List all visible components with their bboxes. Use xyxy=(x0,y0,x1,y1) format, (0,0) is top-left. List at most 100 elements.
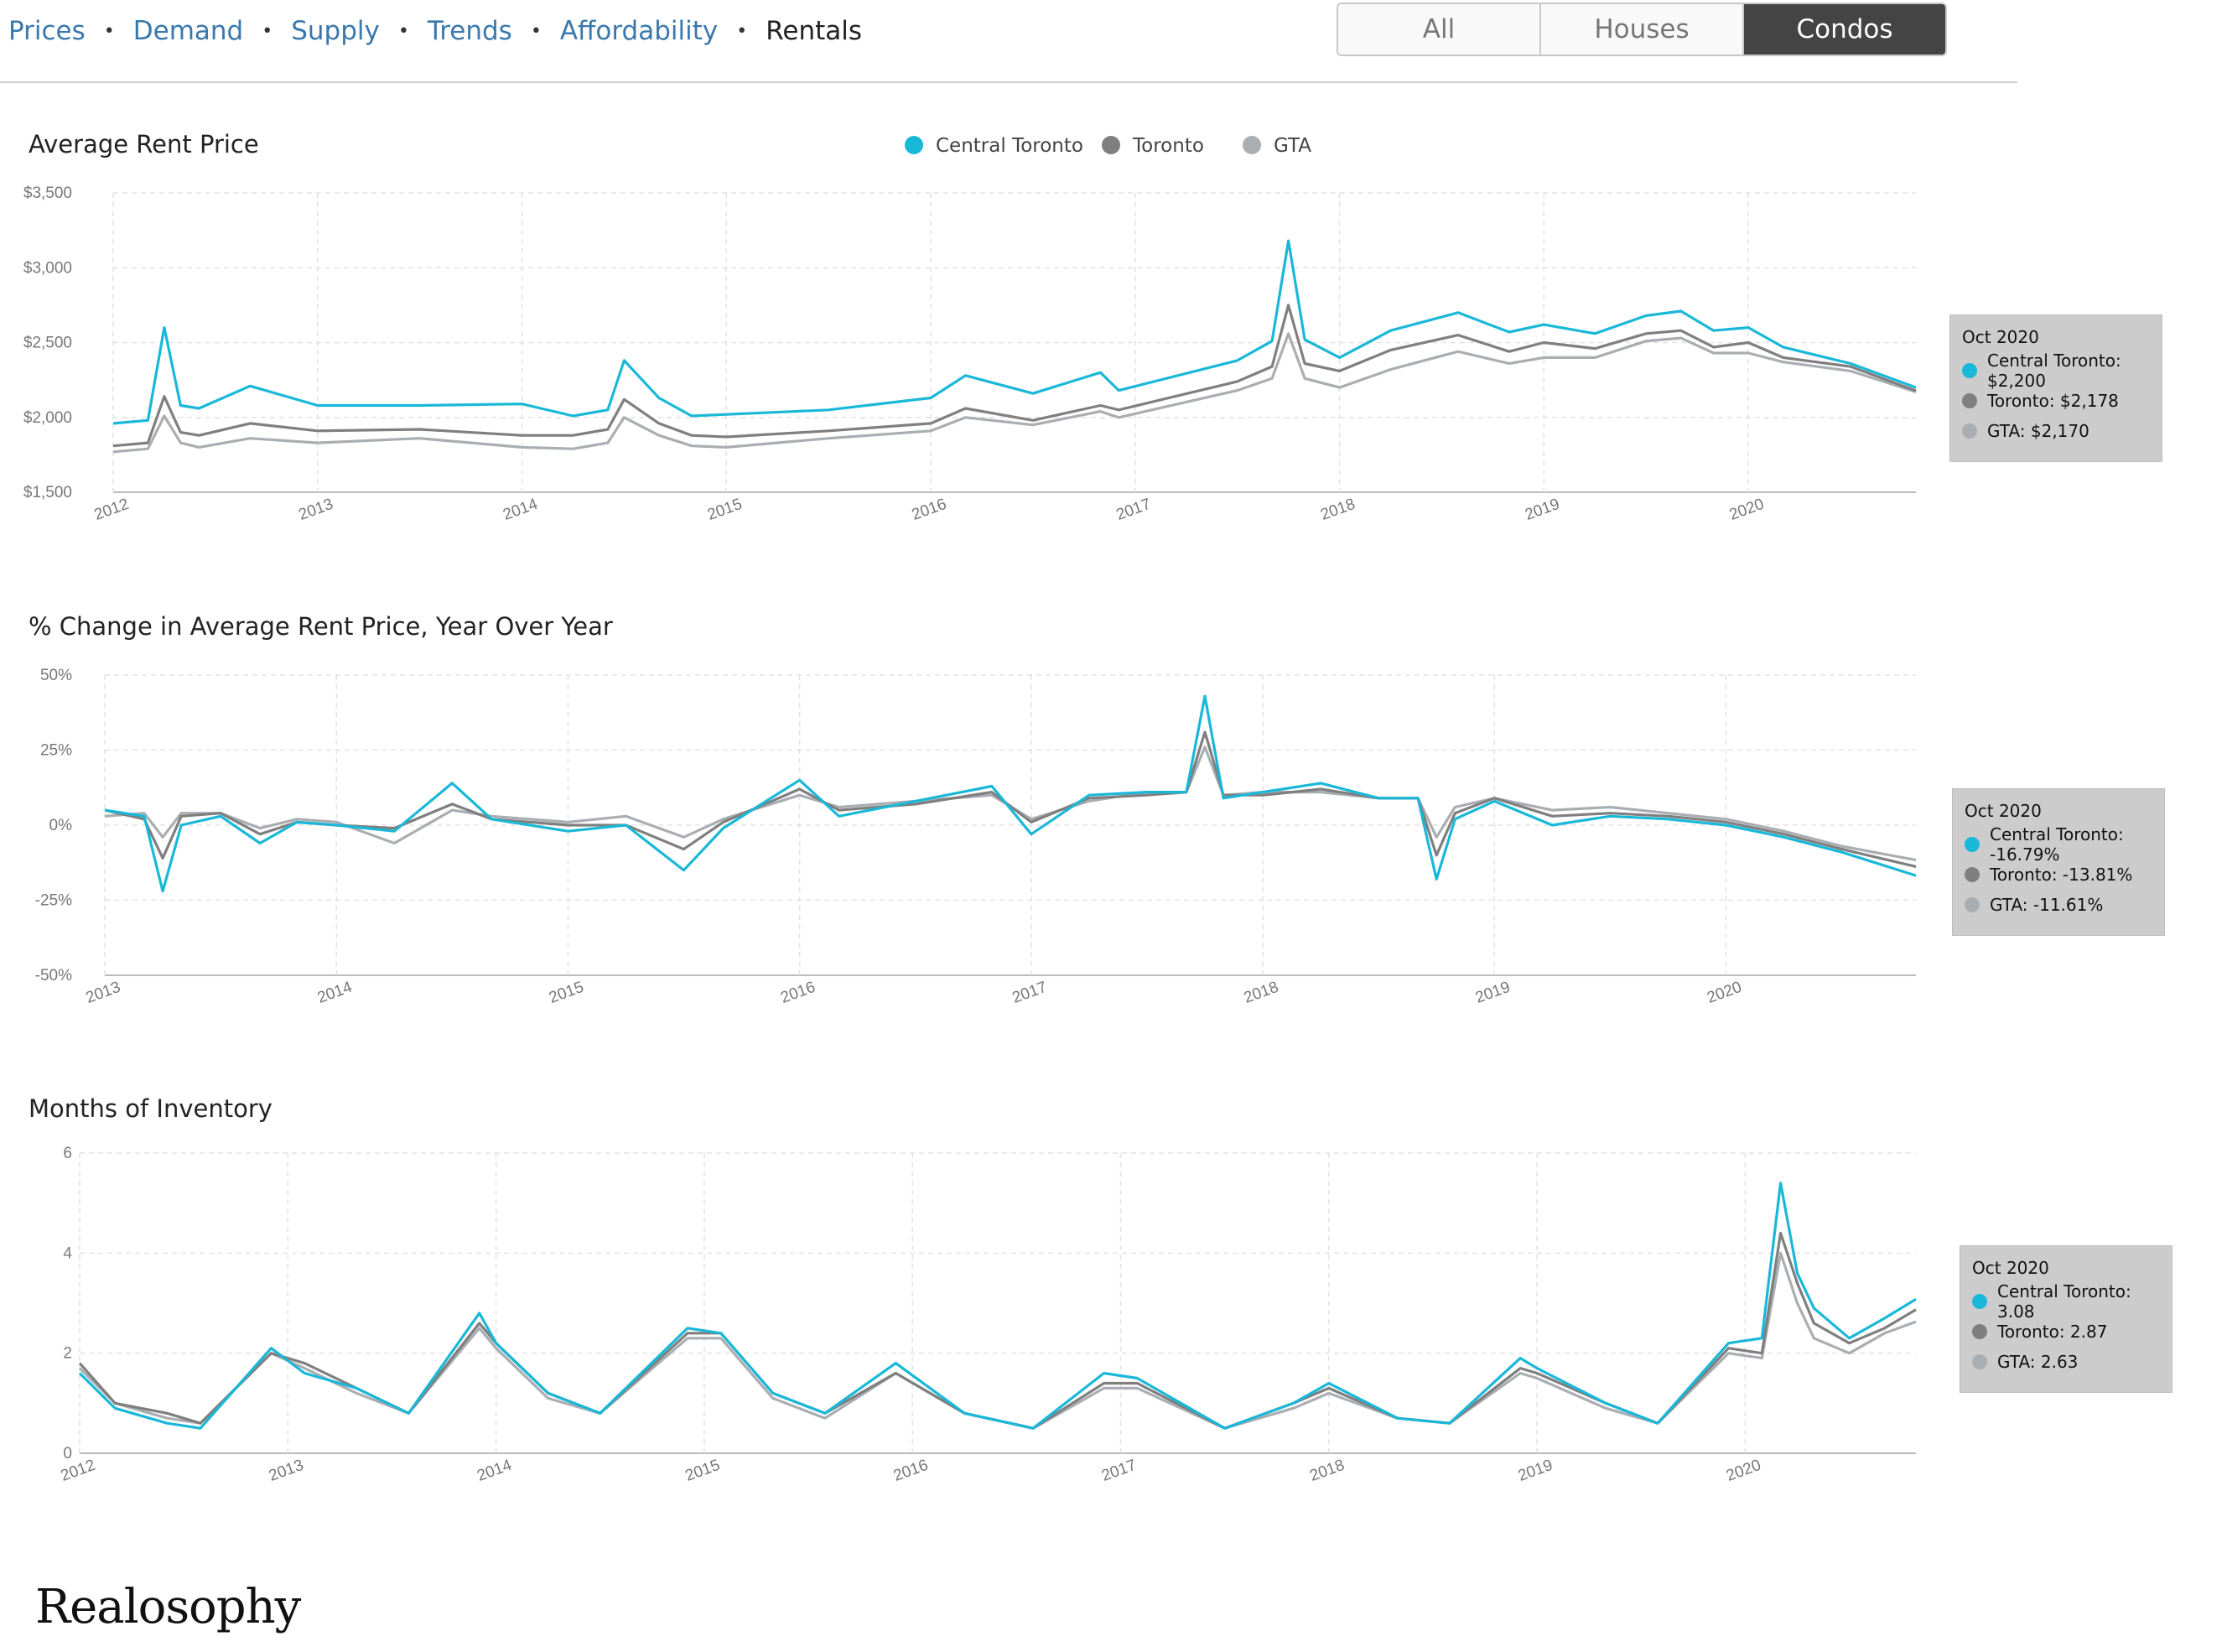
series-line-gta xyxy=(112,332,1917,454)
tooltip-value: Toronto: 2.87 xyxy=(1997,1322,2108,1342)
nav-demand[interactable]: Demand xyxy=(132,16,244,46)
swatch-toronto xyxy=(1965,867,1980,882)
x-tick-label: 2017 xyxy=(1114,496,1153,524)
chart-title: % Change in Average Rent Price, Year Ove… xyxy=(29,612,613,641)
x-tick-label: 2014 xyxy=(501,496,540,524)
y-tick-label: 0 xyxy=(63,1445,72,1462)
tooltip-value: GTA: $2,170 xyxy=(1987,421,2089,441)
y-tick-label: -50% xyxy=(35,967,72,984)
x-tick-label: 2016 xyxy=(910,496,949,524)
x-tick-label: 2020 xyxy=(1727,496,1767,524)
nav-separator: • xyxy=(103,20,115,42)
x-tick-label: 2015 xyxy=(547,979,586,1007)
tooltip-value: Central Toronto: 3.08 xyxy=(1997,1281,2131,1322)
x-tick-label: 2018 xyxy=(1307,1457,1347,1485)
y-tick-label: $3,500 xyxy=(23,184,72,202)
nav-separator: • xyxy=(397,20,409,42)
tooltip-value: Central Toronto: $2,200 xyxy=(1987,351,2121,391)
toggle-houses-button[interactable]: Houses xyxy=(1539,4,1742,55)
tooltip-row-gta: GTA: 2.63 xyxy=(1972,1347,2160,1377)
x-tick-label: 2017 xyxy=(1099,1457,1139,1485)
tooltip-value: Toronto: -13.81% xyxy=(1990,865,2133,885)
x-tick-label: 2017 xyxy=(1010,979,1050,1007)
inventory-tooltip: Oct 2020 Central Toronto: 3.08 Toronto: … xyxy=(1960,1245,2172,1393)
yoy-change-chart: % Change in Average Rent Price, Year Ove… xyxy=(0,600,2227,1036)
chart-title: Average Rent Price xyxy=(29,130,259,158)
months-of-inventory-chart: Months of Inventory 6 4 2 0 2012 2013 2014 2015 2… xyxy=(0,1082,2227,1518)
y-tick-label: 2 xyxy=(63,1345,72,1363)
y-tick-label: 25% xyxy=(40,742,72,760)
x-tick-label: 2020 xyxy=(1705,979,1744,1007)
swatch-gta xyxy=(1972,1354,1987,1369)
tooltip-value: GTA: 2.63 xyxy=(1997,1352,2079,1372)
x-tick-label: 2013 xyxy=(296,496,335,524)
legend-label: GTA xyxy=(1274,135,1311,157)
realosophy-logo: Realosophy xyxy=(35,1580,301,1634)
tooltip-value: Toronto: $2,178 xyxy=(1987,391,2119,411)
x-tick-label: 2019 xyxy=(1473,979,1513,1007)
tooltip-title: Oct 2020 xyxy=(1962,327,2039,347)
toggle-condos-button[interactable]: Condos xyxy=(1742,4,1945,55)
average-rent-price-chart: Average Rent Price $3,500 $3,000 $2,500 $2,0… xyxy=(0,117,2227,553)
x-tick-label: 2016 xyxy=(778,979,818,1007)
tooltip-row-gta: GTA: -11.61% xyxy=(1965,890,2152,920)
x-tick-label: 2014 xyxy=(315,979,355,1007)
nav-prices[interactable]: Prices xyxy=(8,16,86,46)
tooltip-row-gta: GTA: $2,170 xyxy=(1962,416,2150,446)
x-tick-label: 2018 xyxy=(1318,496,1357,524)
nav-trends[interactable]: Trends xyxy=(427,16,512,46)
tooltip-row-toronto: Toronto: -13.81% xyxy=(1965,860,2152,890)
series-line-central-toronto xyxy=(112,239,1917,425)
series-line-toronto xyxy=(112,304,1917,448)
x-tick-label: 2019 xyxy=(1523,496,1562,524)
legend-swatch-toronto xyxy=(1102,136,1120,154)
tooltip-title: Oct 2020 xyxy=(1965,801,2042,821)
series-line-gta xyxy=(104,745,1917,862)
y-tick-label: 6 xyxy=(63,1145,72,1162)
x-tick-label: 2013 xyxy=(267,1457,306,1485)
y-tick-label: 4 xyxy=(63,1244,72,1262)
legend-swatch-gta xyxy=(1243,136,1261,154)
tooltip-row-central-toronto: Central Toronto: $2,200 xyxy=(1962,351,2150,391)
tooltip-value: Central Toronto: -16.79% xyxy=(1990,824,2124,865)
tooltip-title: Oct 2020 xyxy=(1972,1258,2049,1278)
y-tick-label: $2,000 xyxy=(23,409,72,427)
chart-title: Months of Inventory xyxy=(29,1094,273,1123)
swatch-gta xyxy=(1962,423,1977,439)
x-tick-label: 2015 xyxy=(683,1457,723,1485)
x-tick-label: 2016 xyxy=(891,1457,931,1485)
series-line-gta xyxy=(78,1251,1917,1430)
swatch-central-toronto xyxy=(1965,837,1980,852)
legend-label: Central Toronto xyxy=(936,135,1083,157)
nav-rentals-current: Rentals xyxy=(766,16,863,46)
series-line-central-toronto xyxy=(78,1182,1917,1430)
nav-separator: • xyxy=(736,20,748,42)
tooltip-value: GTA: -11.61% xyxy=(1990,895,2104,915)
y-tick-label: 50% xyxy=(40,667,72,684)
tooltip-row-central-toronto: Central Toronto: 3.08 xyxy=(1972,1281,2160,1322)
x-tick-label: 2020 xyxy=(1724,1457,1763,1485)
nav-affordability[interactable]: Affordability xyxy=(559,16,719,46)
y-tick-label: $3,000 xyxy=(23,259,72,277)
yoy-change-tooltip: Oct 2020 Central Toronto: -16.79% Toront… xyxy=(1952,788,2165,936)
series-line-toronto xyxy=(104,730,1917,868)
nav-supply[interactable]: Supply xyxy=(291,16,380,46)
swatch-central-toronto xyxy=(1972,1294,1987,1309)
swatch-gta xyxy=(1965,897,1980,912)
x-tick-label: 2014 xyxy=(475,1457,514,1485)
average-rent-price-plot: Average Rent Price $3,500 $3,000 $2,500 $2,0… xyxy=(23,130,1917,524)
legend-label: Toronto xyxy=(1132,135,1204,157)
toggle-all-button[interactable]: All xyxy=(1338,4,1539,55)
section-nav: Prices • Demand • Supply • Trends • Affo… xyxy=(8,12,862,50)
x-tick-label: 2018 xyxy=(1242,979,1281,1007)
rent-price-tooltip: Oct 2020 Central Toronto: $2,200 Toronto… xyxy=(1949,314,2162,462)
nav-separator: • xyxy=(262,20,273,42)
yoy-change-plot: % Change in Average Rent Price, Year Ove… xyxy=(29,612,1917,1007)
nav-separator: • xyxy=(530,20,542,42)
y-tick-label: 0% xyxy=(49,817,73,834)
swatch-toronto xyxy=(1972,1324,1987,1339)
y-tick-label: $1,500 xyxy=(23,484,72,501)
y-tick-label: $2,500 xyxy=(23,335,72,352)
series-line-toronto xyxy=(78,1231,1917,1430)
